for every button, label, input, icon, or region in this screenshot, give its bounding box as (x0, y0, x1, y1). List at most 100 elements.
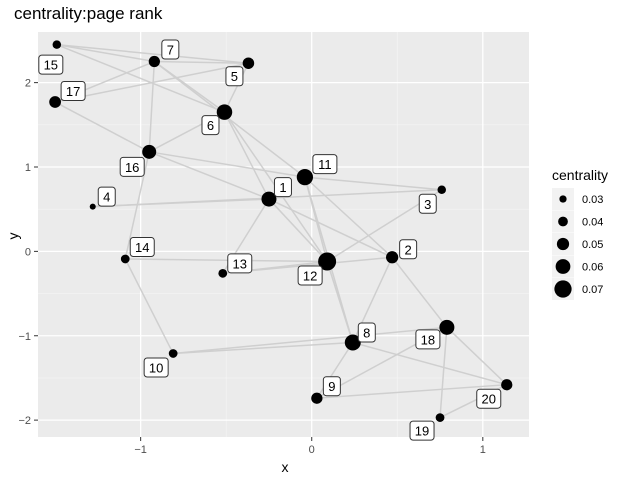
y-tick-label: 1 (25, 162, 31, 174)
node-18 (439, 319, 455, 335)
label-17: 17 (66, 84, 80, 99)
label-3: 3 (424, 197, 431, 212)
label-1: 1 (279, 180, 286, 195)
node-2 (386, 251, 399, 264)
legend-swatch-0.03 (559, 195, 567, 203)
edge-14-12 (125, 258, 328, 263)
legend-label: 0.06 (582, 262, 603, 274)
label-box-6 (201, 115, 220, 136)
label-15: 15 (44, 58, 58, 73)
node-3 (437, 185, 446, 195)
chart-title: centrality:page rank (14, 4, 163, 23)
label-12: 12 (303, 269, 317, 284)
legend-label: 0.04 (582, 217, 603, 229)
label-box-4 (97, 186, 116, 207)
legend-label: 0.03 (582, 194, 603, 206)
node-13 (218, 268, 228, 278)
edge-8-20 (352, 341, 507, 386)
label-5: 5 (231, 69, 238, 84)
legend-swatch-0.05 (556, 237, 570, 251)
legend-swatch-0.06 (555, 259, 571, 274)
label-box-13 (227, 253, 253, 274)
node-7 (148, 55, 160, 68)
y-axis-label: y (5, 233, 21, 240)
edge-15-5 (56, 43, 249, 64)
label-18: 18 (421, 332, 435, 347)
label-box-7 (161, 39, 180, 60)
node-15 (52, 40, 62, 49)
node-9 (311, 392, 323, 404)
edge-8-9 (316, 342, 354, 399)
edge-11-2 (304, 176, 393, 258)
edge-15-6 (56, 43, 225, 113)
node-10 (168, 349, 178, 358)
edge-2-18 (391, 256, 448, 328)
node-11 (296, 169, 314, 186)
label-box-9 (322, 376, 341, 397)
label-4: 4 (103, 190, 110, 205)
legend-label: 0.07 (582, 284, 603, 296)
x-tick-label: 0 (309, 444, 315, 456)
legend-swatch-0.07 (554, 280, 572, 298)
label-9: 9 (328, 379, 335, 394)
label-box-3 (418, 193, 437, 214)
node-8 (344, 334, 361, 351)
y-tick-label: 0 (25, 246, 31, 258)
label-10: 10 (149, 360, 163, 375)
node-20 (501, 379, 513, 391)
node-16 (142, 144, 157, 159)
edge-1-2 (268, 198, 393, 258)
edge-12-8 (326, 261, 354, 343)
label-2: 2 (405, 242, 412, 257)
nodes (49, 40, 513, 422)
label-box-10 (143, 357, 169, 378)
label-13: 13 (233, 256, 247, 271)
label-box-19 (409, 420, 435, 441)
label-16: 16 (125, 160, 139, 175)
node-6 (216, 104, 233, 120)
plot-panel (38, 32, 529, 437)
node-14 (120, 254, 130, 264)
label-7: 7 (167, 43, 174, 58)
label-box-20 (476, 388, 502, 409)
label-11: 11 (318, 157, 332, 172)
edge-18-20 (446, 326, 508, 386)
y-tick-label: 2 (25, 78, 31, 90)
x-axis-label: x (282, 459, 289, 475)
edge-17-16 (54, 101, 150, 153)
label-19: 19 (415, 424, 429, 439)
legend-title: centrality (552, 167, 608, 183)
edge-18-19 (439, 327, 448, 418)
node-4 (89, 203, 96, 210)
edge-7-16 (148, 61, 156, 152)
label-box-17 (60, 81, 86, 102)
node-19 (435, 413, 445, 422)
edge-7-5 (154, 60, 249, 64)
label-box-11 (312, 154, 338, 175)
node-5 (242, 57, 255, 69)
label-box-1 (273, 177, 292, 198)
edge-6-1 (223, 111, 270, 200)
label-8: 8 (363, 326, 370, 341)
edge-9-20 (316, 383, 507, 399)
x-tick-label: −1 (134, 444, 147, 456)
label-box-5 (225, 66, 244, 87)
x-tick-label: 1 (480, 444, 486, 456)
label-box-18 (415, 329, 441, 350)
node-12 (318, 252, 337, 271)
label-box-12 (297, 265, 323, 286)
edge-11-3 (304, 176, 442, 191)
edge-17-5 (54, 62, 249, 103)
y-tick-label: −2 (18, 415, 31, 427)
legend: 0.03 0.04 0.05 0.06 0.07 (552, 188, 603, 300)
edge-5-6 (223, 62, 250, 113)
label-box-14 (129, 236, 155, 257)
y-tick-label: −1 (18, 331, 31, 343)
edge-18-10 (173, 326, 447, 355)
label-box-8 (357, 322, 376, 343)
edge-16-1 (148, 151, 270, 200)
